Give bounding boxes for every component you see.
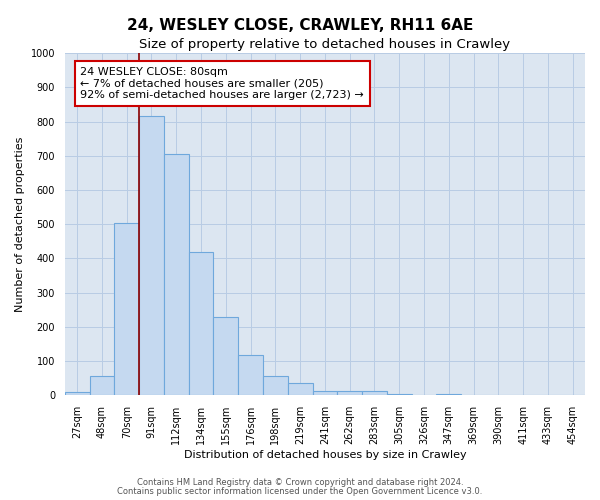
Bar — [115, 223, 139, 396]
Bar — [337, 391, 362, 396]
Y-axis label: Number of detached properties: Number of detached properties — [15, 136, 25, 312]
Bar — [214, 318, 238, 396]
Bar — [362, 391, 387, 396]
Text: 24, WESLEY CLOSE, CRAWLEY, RH11 6AE: 24, WESLEY CLOSE, CRAWLEY, RH11 6AE — [127, 18, 473, 32]
Bar — [65, 392, 89, 396]
Title: Size of property relative to detached houses in Crawley: Size of property relative to detached ho… — [139, 38, 511, 51]
Bar — [288, 384, 313, 396]
Bar — [188, 252, 214, 396]
X-axis label: Distribution of detached houses by size in Crawley: Distribution of detached houses by size … — [184, 450, 466, 460]
Bar — [313, 391, 337, 396]
Bar — [387, 394, 412, 396]
Text: Contains HM Land Registry data © Crown copyright and database right 2024.: Contains HM Land Registry data © Crown c… — [137, 478, 463, 487]
Bar — [89, 376, 115, 396]
Text: Contains public sector information licensed under the Open Government Licence v3: Contains public sector information licen… — [118, 486, 482, 496]
Bar — [139, 116, 164, 396]
Text: 24 WESLEY CLOSE: 80sqm
← 7% of detached houses are smaller (205)
92% of semi-det: 24 WESLEY CLOSE: 80sqm ← 7% of detached … — [80, 66, 364, 100]
Bar — [263, 376, 288, 396]
Bar — [238, 355, 263, 396]
Bar — [436, 394, 461, 396]
Bar — [164, 154, 188, 396]
